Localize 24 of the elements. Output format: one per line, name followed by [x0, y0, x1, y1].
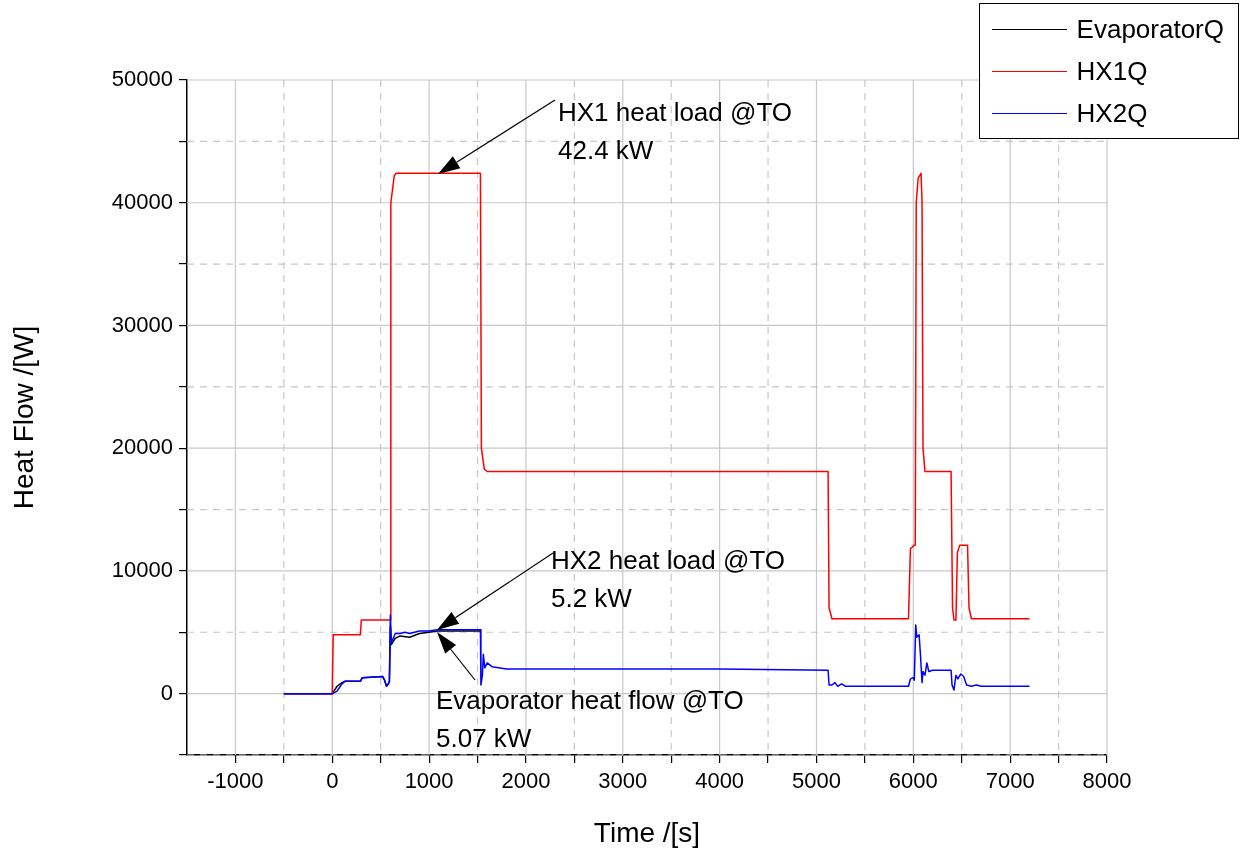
- x-tick-label: 1000: [404, 768, 454, 794]
- y-tick-label: 0: [160, 679, 173, 705]
- y-axis-title: Heat Flow /[W]: [7, 325, 39, 510]
- annotation: HX2 heat load @TO 5.2 kW: [551, 544, 786, 615]
- y-tick-label: 20000: [111, 434, 173, 460]
- legend-label: HX2Q: [1076, 97, 1148, 129]
- x-tick-label: 6000: [888, 768, 938, 794]
- y-tick-label: 30000: [111, 311, 173, 337]
- x-tick-label: 3000: [598, 768, 648, 794]
- annotation: Evaporator heat flow @TO 5.07 kW: [436, 684, 744, 755]
- x-tick-label: 7000: [985, 768, 1035, 794]
- x-tick-label: 4000: [695, 768, 745, 794]
- x-tick-label: -1000: [207, 768, 264, 794]
- legend-label: HX1Q: [1076, 55, 1148, 87]
- y-tick-label: 10000: [111, 556, 173, 582]
- y-tick-label: 50000: [111, 66, 173, 92]
- annotation: HX1 heat load @TO 42.4 kW: [558, 96, 793, 167]
- x-tick-label: 2000: [501, 768, 551, 794]
- x-tick-label: 5000: [792, 768, 841, 794]
- legend-label: EvaporatorQ: [1076, 13, 1224, 45]
- y-tick-label: 40000: [111, 188, 173, 214]
- x-tick-label: 8000: [1082, 768, 1132, 794]
- x-axis-title: Time /[s]: [593, 816, 701, 848]
- x-tick-label: 0: [326, 768, 339, 794]
